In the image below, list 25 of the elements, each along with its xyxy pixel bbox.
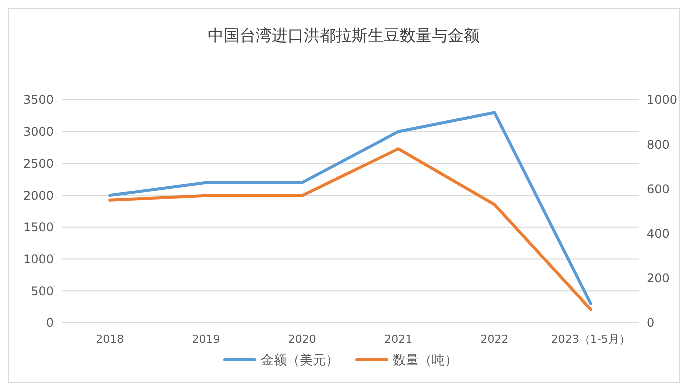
line-series [108,148,592,312]
y2-tick-label: 200 [647,272,670,286]
y2-tick-label: 1000 [647,93,678,108]
y-tick-label: 1000 [23,252,54,266]
y-tick-label: 3000 [23,125,54,140]
x-tick-label: 2023（1-5月） [551,333,630,346]
y2-tick-label: 800 [647,138,670,152]
y-tick-label: 2000 [23,188,54,203]
x-tick-label: 2019 [192,333,220,346]
y-tick-label: 2500 [23,156,54,171]
legend-label: 金额（美元） [261,352,339,369]
y-tick-label: 0 [46,316,54,330]
x-tick-label: 2021 [384,333,413,346]
chart-title: 中国台湾进口洪都拉斯生豆数量与金额 [208,26,480,45]
y2-tick-label: 0 [647,316,655,330]
x-tick-label: 2022 [480,333,509,346]
y2-tick-label: 600 [647,182,670,196]
x-tick-label: 2018 [96,333,124,346]
y-tick-label: 1500 [23,220,54,235]
y2-tick-label: 400 [647,227,670,241]
line-series [108,111,592,306]
y-tick-label: 500 [31,284,54,298]
y-tick-label: 3500 [23,93,54,108]
x-tick-label: 2020 [288,333,316,346]
legend-label: 数量（吨） [393,354,458,369]
